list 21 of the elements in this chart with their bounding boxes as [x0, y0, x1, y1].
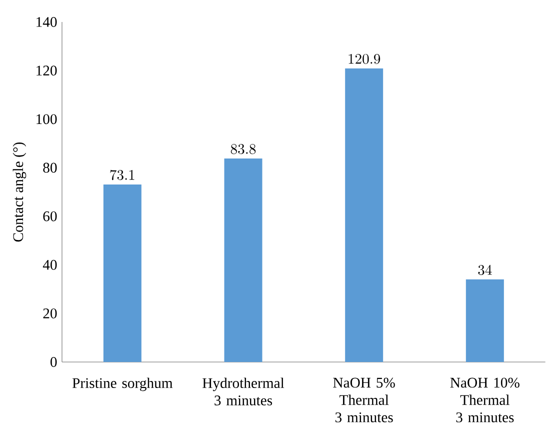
bar — [466, 279, 504, 362]
data-label: 73. 1 — [110, 170, 134, 180]
bar — [345, 68, 384, 362]
bar — [224, 158, 262, 362]
data-label: 34 — [478, 264, 492, 276]
x-tick-label: Hydrothermal 3 minutes — [202, 378, 284, 406]
y-tick-label: 100 — [36, 114, 57, 124]
y-tick-label: 20 — [43, 308, 57, 318]
y-tick-label: 60 — [43, 211, 57, 222]
x-tick-label: NaOH 10% Thermal 3 minutes — [450, 378, 520, 422]
y-tick-label: 0 — [50, 357, 57, 367]
data-label: 83.8 — [230, 144, 256, 154]
y-tick-label: 40 — [42, 260, 57, 270]
data-label: 120.9 — [348, 54, 380, 64]
y-tick-label: 120 — [36, 66, 57, 76]
y-tick-label: 140 — [36, 17, 57, 27]
y-tick-label: 80 — [43, 162, 57, 173]
bar — [103, 184, 142, 362]
y-axis-title: Contact angle (°) — [12, 142, 26, 242]
x-tick-label: NaOH 5% Thermal 3 minutes — [333, 378, 395, 422]
x-tick-label: Pristine sorghum — [72, 378, 173, 392]
